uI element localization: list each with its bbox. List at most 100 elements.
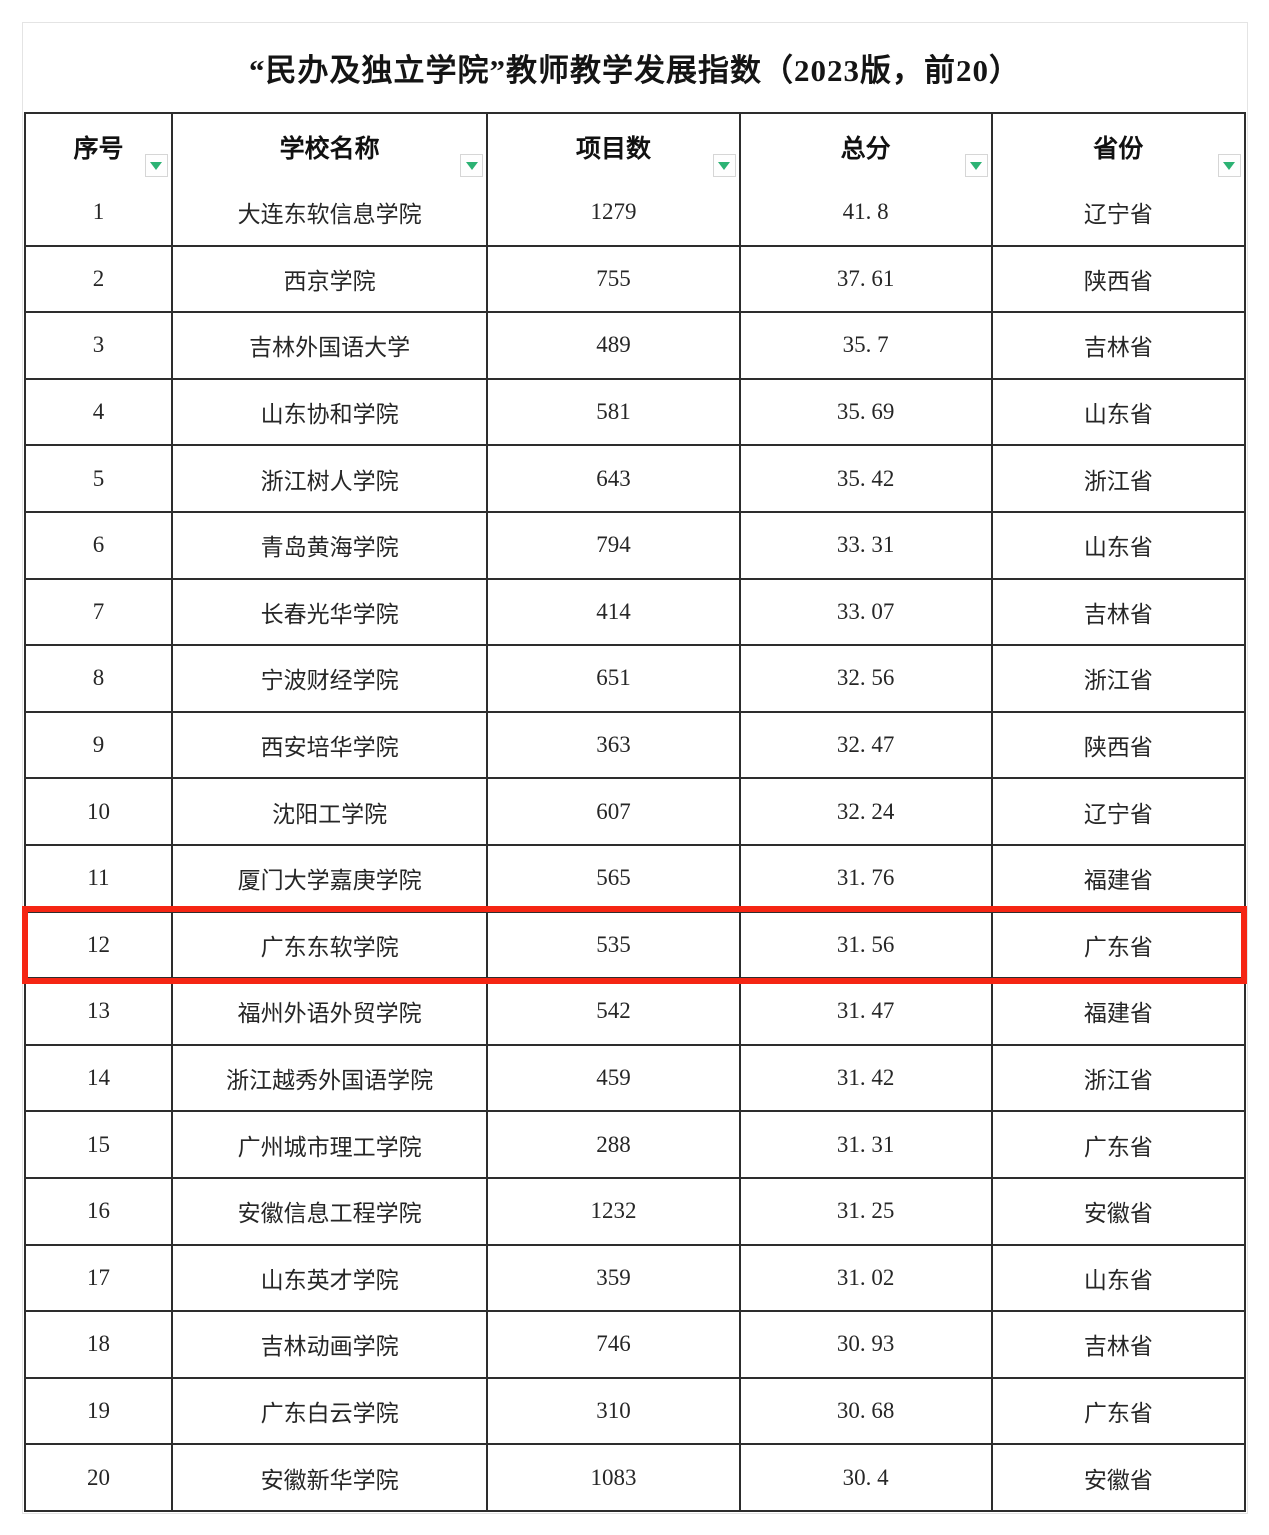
cell-projects: 535 bbox=[486, 912, 738, 978]
cell-province: 福建省 bbox=[990, 979, 1244, 1044]
cell-score: 35. 42 bbox=[738, 446, 991, 511]
cell-projects: 1083 bbox=[486, 1445, 738, 1510]
cell-score: 37. 61 bbox=[738, 246, 991, 312]
column-header-rank: 序号 bbox=[26, 114, 171, 180]
cell-province: 福建省 bbox=[990, 845, 1244, 911]
cell-projects: 414 bbox=[486, 579, 738, 645]
column-header-projects-label: 项目数 bbox=[575, 136, 651, 163]
cell-rank: 8 bbox=[92, 665, 105, 691]
cell-score: 31. 56 bbox=[738, 912, 991, 978]
cell-school: 沈阳工学院 bbox=[170, 779, 486, 844]
cell-school: 安徽信息工程学院 bbox=[170, 1178, 486, 1244]
cell-score: 30. 93 bbox=[738, 1312, 991, 1377]
cell-province: 浙江省 bbox=[990, 646, 1244, 711]
cell-province: 陕西省 bbox=[990, 246, 1244, 312]
cell-school: 西京学院 bbox=[170, 246, 486, 312]
cell-rank: 2 bbox=[92, 265, 105, 291]
cell-school: 安徽新华学院 bbox=[170, 1445, 486, 1510]
cell-rank: 3 bbox=[92, 332, 105, 358]
cell-projects: 310 bbox=[486, 1378, 738, 1444]
table-row: 15 广州城市理工学院 288 31. 31 广东省 bbox=[26, 1110, 1244, 1177]
column-header-rank-label: 序号 bbox=[73, 136, 124, 163]
filter-button-score[interactable] bbox=[964, 154, 988, 177]
cell-rank: 15 bbox=[86, 1131, 110, 1157]
filter-button-province[interactable] bbox=[1217, 154, 1241, 177]
table-row: 19 广东白云学院 310 30. 68 广东省 bbox=[26, 1376, 1244, 1444]
cell-score: 30. 4 bbox=[738, 1445, 991, 1510]
filter-dropdown-icon bbox=[150, 161, 163, 170]
cell-projects: 581 bbox=[486, 379, 738, 445]
cell-province: 安徽省 bbox=[990, 1178, 1244, 1244]
cell-rank: 7 bbox=[92, 598, 105, 624]
cell-school: 浙江树人学院 bbox=[170, 446, 486, 511]
filter-dropdown-icon bbox=[465, 161, 478, 170]
filter-dropdown-icon bbox=[718, 161, 731, 170]
cell-school: 山东协和学院 bbox=[170, 379, 486, 445]
cell-projects: 359 bbox=[486, 1245, 738, 1311]
table-row: 18 吉林动画学院 746 30. 93 吉林省 bbox=[26, 1310, 1244, 1377]
cell-projects: 651 bbox=[486, 646, 738, 711]
cell-province: 吉林省 bbox=[990, 579, 1244, 645]
cell-rank: 1 bbox=[92, 199, 105, 225]
cell-school: 大连东软信息学院 bbox=[170, 180, 486, 245]
cell-projects: 1279 bbox=[486, 180, 738, 245]
cell-score: 41. 8 bbox=[738, 180, 991, 245]
table-row: 2 西京学院 755 37. 61 陕西省 bbox=[26, 244, 1244, 312]
cell-rank: 14 bbox=[86, 1065, 110, 1091]
table-row: 10 沈阳工学院 607 32. 24 辽宁省 bbox=[26, 777, 1244, 844]
cell-school: 山东英才学院 bbox=[170, 1245, 486, 1311]
ranking-table: 序号 学校名称 项目数 总分 省份 1 bbox=[22, 112, 1247, 1512]
cell-province: 安徽省 bbox=[990, 1445, 1244, 1510]
cell-school: 厦门大学嘉庚学院 bbox=[170, 845, 486, 911]
table-header-row: 序号 学校名称 项目数 总分 省份 bbox=[26, 114, 1244, 180]
table-row: 3 吉林外国语大学 489 35. 7 吉林省 bbox=[26, 311, 1244, 378]
cell-score: 31. 42 bbox=[738, 1045, 991, 1111]
cell-projects: 489 bbox=[486, 313, 738, 378]
cell-score: 31. 76 bbox=[738, 845, 991, 911]
cell-school: 广州城市理工学院 bbox=[170, 1112, 486, 1177]
filter-button-projects[interactable] bbox=[712, 154, 736, 177]
cell-rank: 10 bbox=[86, 798, 110, 824]
cell-projects: 643 bbox=[486, 446, 738, 511]
cell-school: 广东白云学院 bbox=[170, 1378, 486, 1444]
cell-province: 陕西省 bbox=[990, 712, 1244, 778]
cell-rank: 11 bbox=[87, 865, 110, 891]
table-row: 14 浙江越秀外国语学院 459 31. 42 浙江省 bbox=[26, 1043, 1244, 1111]
column-header-school: 学校名称 bbox=[170, 114, 486, 180]
table-row: 11 厦门大学嘉庚学院 565 31. 76 福建省 bbox=[26, 843, 1244, 911]
cell-score: 31. 47 bbox=[738, 979, 991, 1044]
filter-button-rank[interactable] bbox=[144, 154, 168, 177]
column-header-province: 省份 bbox=[990, 114, 1244, 180]
cell-rank: 19 bbox=[86, 1397, 110, 1423]
cell-rank: 20 bbox=[86, 1464, 110, 1490]
table-row: 13 福州外语外贸学院 542 31. 47 福建省 bbox=[26, 977, 1244, 1044]
cell-score: 31. 25 bbox=[738, 1178, 991, 1244]
cell-province: 广东省 bbox=[990, 1112, 1244, 1177]
filter-dropdown-icon bbox=[970, 161, 983, 170]
table-row: 9 西安培华学院 363 32. 47 陕西省 bbox=[26, 710, 1244, 778]
cell-school: 福州外语外贸学院 bbox=[170, 979, 486, 1044]
page-title: “民办及独立学院”教师教学发展指数（2023版，前20） bbox=[249, 53, 1021, 88]
table-row: 7 长春光华学院 414 33. 07 吉林省 bbox=[26, 577, 1244, 645]
cell-province: 山东省 bbox=[990, 512, 1244, 578]
filter-button-school[interactable] bbox=[460, 154, 484, 177]
cell-school: 青岛黄海学院 bbox=[170, 512, 486, 578]
cell-score: 32. 24 bbox=[738, 779, 991, 844]
cell-rank: 18 bbox=[86, 1331, 110, 1357]
table-row: 6 青岛黄海学院 794 33. 31 山东省 bbox=[26, 510, 1244, 578]
cell-province: 浙江省 bbox=[990, 1045, 1244, 1111]
cell-rank: 5 bbox=[92, 465, 105, 491]
cell-rank: 13 bbox=[86, 998, 110, 1024]
cell-score: 32. 56 bbox=[738, 646, 991, 711]
cell-rank: 17 bbox=[86, 1264, 110, 1290]
cell-school: 浙江越秀外国语学院 bbox=[170, 1045, 486, 1111]
cell-projects: 1232 bbox=[486, 1178, 738, 1244]
cell-school: 吉林动画学院 bbox=[170, 1312, 486, 1377]
cell-score: 33. 31 bbox=[738, 512, 991, 578]
cell-province: 辽宁省 bbox=[990, 779, 1244, 844]
cell-school: 宁波财经学院 bbox=[170, 646, 486, 711]
cell-school: 西安培华学院 bbox=[170, 712, 486, 778]
cell-projects: 746 bbox=[486, 1312, 738, 1377]
cell-projects: 607 bbox=[486, 779, 738, 844]
cell-projects: 542 bbox=[486, 979, 738, 1044]
